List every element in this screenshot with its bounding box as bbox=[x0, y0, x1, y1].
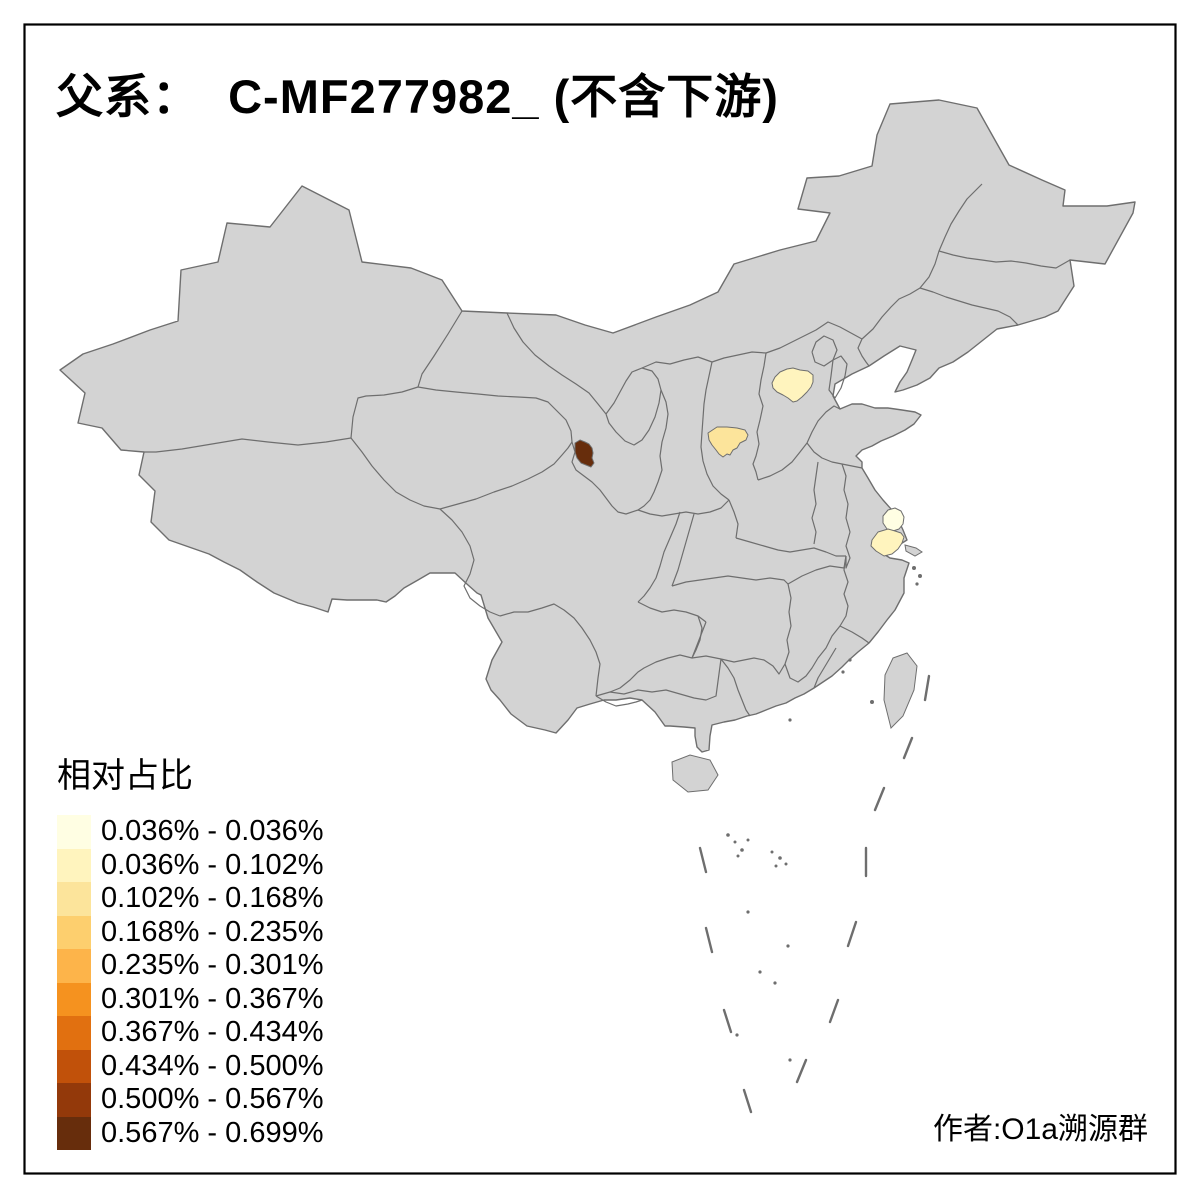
legend-item-label: 0.367% - 0.434% bbox=[101, 1016, 324, 1049]
legend-swatch bbox=[57, 1049, 91, 1083]
legend-item-label: 0.434% - 0.500% bbox=[101, 1049, 324, 1082]
legend-swatch bbox=[57, 848, 91, 882]
map-region-darkest bbox=[574, 439, 595, 468]
legend-item-label: 0.500% - 0.567% bbox=[101, 1083, 324, 1116]
legend-swatch bbox=[57, 815, 91, 849]
legend-item-label: 0.301% - 0.367% bbox=[101, 982, 324, 1015]
nine-dash-line bbox=[698, 674, 931, 1114]
map-region-jiangsu-north bbox=[882, 507, 905, 532]
legend-item-label: 0.168% - 0.235% bbox=[101, 915, 324, 948]
legend: 相对占比 0.036% - 0.036% 0.036% - 0.102% 0.102… bbox=[57, 748, 323, 1150]
map-region-jiangsu-south bbox=[870, 528, 905, 557]
hainan-island bbox=[671, 754, 719, 793]
legend-item-label: 0.036% - 0.036% bbox=[101, 815, 324, 848]
province-borders bbox=[144, 183, 1071, 717]
legend-item: 0.367% - 0.434% bbox=[57, 1016, 323, 1050]
legend-item: 0.500% - 0.567% bbox=[57, 1083, 323, 1117]
legend-item: 0.036% - 0.102% bbox=[57, 848, 324, 882]
legend-item-label: 0.567% - 0.699% bbox=[101, 1116, 324, 1149]
legend-swatch bbox=[57, 982, 91, 1016]
legend-swatch bbox=[57, 1083, 91, 1117]
legend-item: 0.102% - 0.168% bbox=[57, 882, 323, 916]
legend-item: 0.235% - 0.301% bbox=[57, 949, 323, 983]
legend-item: 0.301% - 0.367% bbox=[57, 982, 324, 1016]
highlighted-regions bbox=[574, 367, 905, 557]
page-title: 父系： C-MF277982_ (不含下游) bbox=[56, 70, 779, 123]
plot-frame bbox=[23, 23, 1177, 1175]
map-region-hebei-area bbox=[771, 367, 814, 403]
coastal-islands bbox=[788, 566, 922, 722]
legend-items: 0.036% - 0.036% 0.036% - 0.102% 0.102% - 0… bbox=[57, 815, 323, 1150]
legend-swatch bbox=[57, 1016, 91, 1050]
legend-title: 相对占比 bbox=[57, 757, 193, 795]
legend-item: 0.434% - 0.500% bbox=[57, 1049, 324, 1083]
map-region-shanxi-area bbox=[707, 426, 749, 458]
south-china-sea-islands bbox=[726, 833, 792, 1062]
legend-item: 0.036% - 0.036% bbox=[57, 815, 323, 849]
legend-item-label: 0.102% - 0.168% bbox=[101, 882, 324, 915]
legend-item-label: 0.235% - 0.301% bbox=[101, 949, 324, 982]
legend-swatch bbox=[57, 915, 91, 949]
china-mainland bbox=[59, 99, 1136, 753]
legend-item: 0.567% - 0.699% bbox=[57, 1116, 324, 1150]
legend-swatch bbox=[57, 882, 91, 916]
legend-item-label: 0.036% - 0.102% bbox=[101, 848, 324, 881]
attribution: 作者:O1a溯源群 bbox=[932, 1113, 1148, 1146]
legend-swatch bbox=[57, 949, 91, 983]
taiwan-island bbox=[883, 652, 918, 729]
legend-item: 0.168% - 0.235% bbox=[57, 915, 324, 949]
legend-swatch bbox=[57, 1116, 91, 1150]
chongming-island bbox=[904, 544, 923, 557]
